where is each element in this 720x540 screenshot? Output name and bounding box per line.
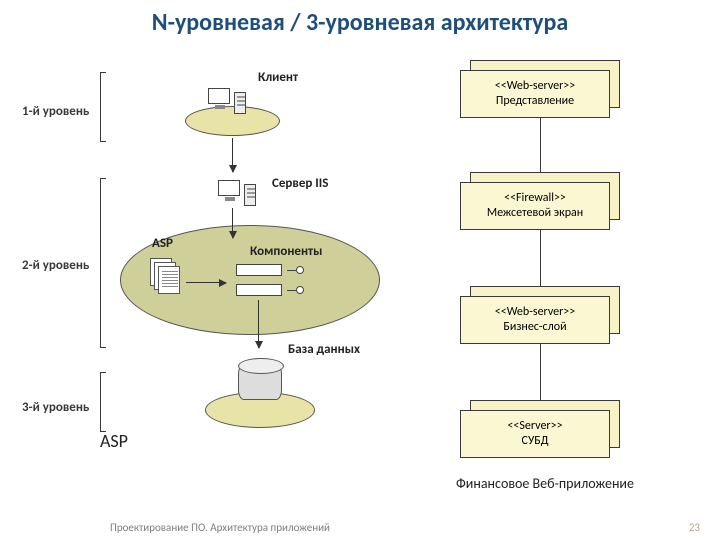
asp-small-label: ASP [152, 236, 173, 251]
stack-box-3-label: Бизнес-слой [503, 320, 566, 335]
component-box-1 [236, 264, 282, 276]
level-1-label: 1-й уровень [22, 104, 89, 119]
stack-caption: Финансовое Веб-приложение [430, 475, 660, 492]
iis-monitor-icon [218, 180, 240, 196]
asp-doc-icon-3 [158, 266, 180, 294]
iis-tower-icon [244, 184, 256, 206]
client-platform-ellipse [185, 106, 280, 136]
stack-box-4-stereotype: <<Server>> [507, 419, 562, 434]
asp-big-label: ASP [100, 430, 128, 452]
arrow-iis-to-components [232, 208, 233, 238]
footer-text: Проектирование ПО. Архитектура приложени… [110, 521, 330, 534]
component-interface-1 [296, 266, 304, 274]
stack-box-2-stereotype: <<Firewall>> [504, 191, 566, 206]
level-2-bracket [100, 178, 106, 348]
arrow-client-to-iis [232, 138, 233, 172]
arrow-asp-to-components [186, 282, 226, 283]
components-label: Компоненты [250, 244, 322, 259]
page-title: N-уровневая / 3-уровневая архитектура [0, 8, 720, 37]
db-cylinder-icon [238, 364, 282, 400]
level-3-bracket [100, 372, 106, 432]
client-label: Клиент [258, 70, 298, 85]
iis-label: Сервер IIS [272, 176, 328, 191]
stack-box-4-label: СУБД [522, 434, 549, 449]
client-tower-icon [234, 92, 246, 114]
stack-box-1-label: Представление [496, 94, 574, 109]
db-label: База данных [288, 342, 360, 357]
page-number: 23 [689, 521, 700, 534]
client-monitor-icon [208, 88, 230, 104]
component-interface-2 [296, 286, 304, 294]
stack-box-3-stereotype: <<Web-server>> [495, 305, 576, 320]
component-box-2 [236, 284, 282, 296]
level-2-label: 2-й уровень [22, 258, 89, 273]
level-3-label: 3-й уровень [22, 400, 89, 415]
arrow-components-to-db [258, 300, 259, 348]
level-1-bracket [100, 72, 106, 142]
stack-box-1-stereotype: <<Web-server>> [495, 79, 576, 94]
stack-box-2-label: Межсетевой экран [487, 206, 583, 221]
